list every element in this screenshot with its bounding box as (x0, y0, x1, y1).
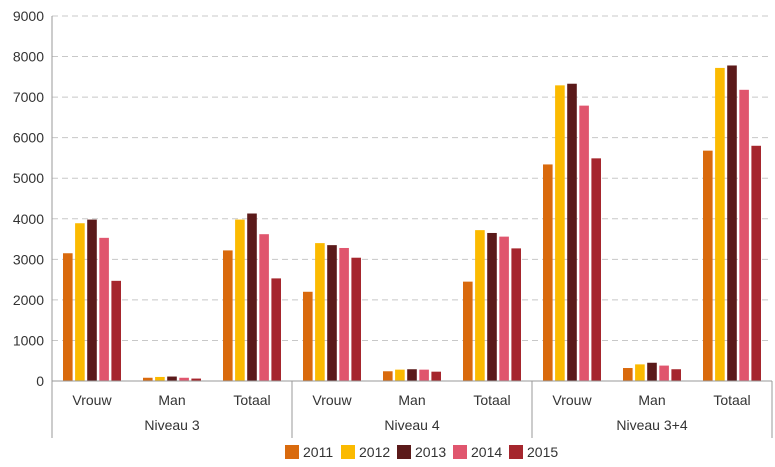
y-tick-label: 5000 (13, 170, 44, 186)
bar-2011-man (143, 377, 153, 381)
x-group-label: Niveau 3 (144, 417, 199, 433)
bar-2011-vrouw (543, 164, 553, 381)
x-group-label: Niveau 3+4 (616, 417, 687, 433)
bar-2011-totaal (223, 250, 233, 381)
bar-2012-vrouw (555, 85, 565, 381)
bar-2014-vrouw (99, 237, 109, 381)
x-group-label: Niveau 4 (384, 417, 439, 433)
legend-swatch-2015 (509, 445, 523, 459)
bar-2011-totaal (703, 150, 713, 381)
bar-2013-man (167, 376, 177, 381)
y-axis: 0 1000 2000 3000 4000 5000 6000 7000 8000 9000 (13, 8, 53, 389)
bar-2014-man (659, 365, 669, 381)
legend-label: 2012 (359, 444, 390, 460)
y-tick-label: 9000 (13, 8, 44, 24)
legend-swatch-2011 (285, 445, 299, 459)
legend-label: 2015 (527, 444, 558, 460)
bar-2014-totaal (499, 236, 509, 381)
bar-2012-man (155, 376, 165, 381)
y-tick-label: 7000 (13, 89, 44, 105)
bar-2013-vrouw (327, 245, 337, 381)
x-category-label: Vrouw (312, 392, 352, 408)
x-axis: Vrouw Man Totaal Vrouw Man Totaal Vrouw Man Tota… (51, 380, 773, 438)
bar-2012-man (635, 364, 645, 381)
x-category-label: Vrouw (72, 392, 112, 408)
bar-2012-totaal (475, 230, 485, 381)
y-tick-label: 1000 (13, 332, 44, 348)
bar-2014-totaal (259, 234, 269, 381)
gridlines (52, 15, 772, 341)
bar-2015-man (431, 371, 441, 381)
legend-label: 2013 (415, 444, 446, 460)
bar-2013-totaal (487, 232, 497, 381)
bar-2015-man (671, 369, 681, 381)
bar-2011-totaal (463, 281, 473, 381)
bar-2013-vrouw (567, 83, 577, 381)
legend-label: 2011 (303, 444, 333, 460)
bar-2011-man (623, 368, 633, 381)
x-category-label: Totaal (233, 392, 270, 408)
x-category-label: Totaal (713, 392, 750, 408)
x-category-label: Man (398, 392, 425, 408)
bar-2014-man (419, 369, 429, 381)
y-tick-label: 0 (36, 373, 44, 389)
bar-2013-totaal (247, 213, 257, 381)
legend-swatch-2013 (397, 445, 411, 459)
bar-2015-vrouw (591, 158, 601, 381)
bar-2013-totaal (727, 65, 737, 381)
bar-2015-man (191, 378, 201, 381)
bar-2012-vrouw (315, 243, 325, 381)
legend-label: 2014 (471, 444, 502, 460)
bar-2015-totaal (271, 278, 281, 381)
x-category-label: Totaal (473, 392, 510, 408)
y-tick-label: 2000 (13, 292, 44, 308)
bar-2012-totaal (715, 67, 725, 382)
bars (63, 65, 761, 382)
y-tick-label: 8000 (13, 49, 44, 65)
bar-2012-vrouw (75, 223, 85, 381)
bar-2014-man (179, 377, 189, 381)
y-tick-label: 4000 (13, 211, 44, 227)
bar-2013-vrouw (87, 219, 97, 381)
bar-2015-vrouw (111, 280, 121, 381)
bar-2011-man (383, 371, 393, 381)
x-category-label: Man (158, 392, 185, 408)
bar-2015-vrouw (351, 257, 361, 381)
bar-2015-totaal (751, 145, 761, 381)
bar-2011-vrouw (63, 253, 73, 381)
bar-2015-totaal (511, 248, 521, 381)
y-tick-label: 3000 (13, 251, 44, 267)
legend-swatch-2014 (453, 445, 467, 459)
bar-2014-totaal (739, 89, 749, 382)
bar-2012-man (395, 369, 405, 381)
legend: 2011 2012 2013 2014 2015 (285, 444, 558, 460)
bar-2014-vrouw (579, 105, 589, 381)
bar-2011-vrouw (303, 291, 313, 381)
x-category-label: Vrouw (552, 392, 592, 408)
bar-2013-man (407, 369, 417, 381)
bar-2014-vrouw (339, 247, 349, 381)
x-category-label: Man (638, 392, 665, 408)
bar-2012-totaal (235, 219, 245, 381)
y-tick-label: 6000 (13, 130, 44, 146)
bar-2013-man (647, 362, 657, 381)
legend-swatch-2012 (341, 445, 355, 459)
